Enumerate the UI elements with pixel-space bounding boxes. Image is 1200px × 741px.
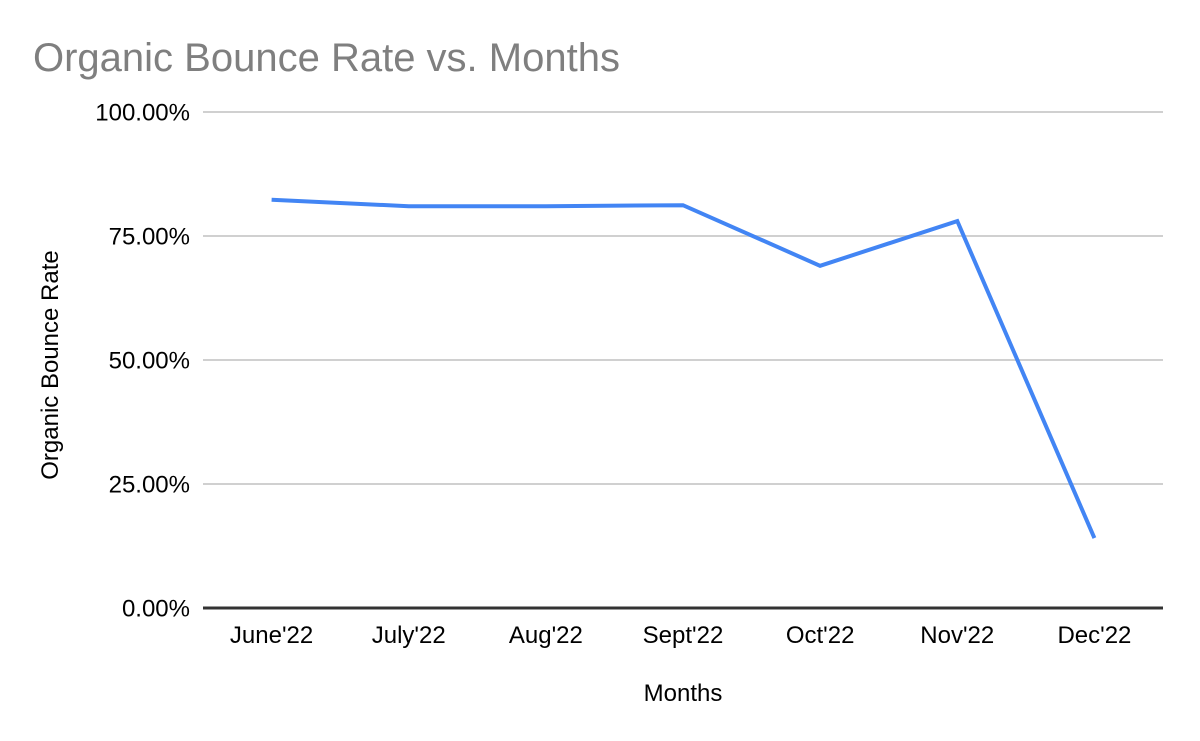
chart-title: Organic Bounce Rate vs. Months [33,36,620,80]
y-tick-label: 100.00% [95,100,190,127]
x-tick-label: June'22 [230,622,313,649]
x-tick-label: Aug'22 [509,622,583,649]
x-tick-label: Dec'22 [1057,622,1131,649]
x-tick-label: July'22 [372,622,446,649]
y-tick-label: 50.00% [109,348,190,375]
y-tick-label: 0.00% [122,596,190,623]
x-tick-label: Sept'22 [643,622,724,649]
x-axis-title: Months [644,680,723,707]
y-tick-label: 75.00% [109,224,190,251]
x-tick-label: Nov'22 [920,622,994,649]
series-line-organic-bounce-rate [271,197,1097,539]
y-tick-label: 25.00% [109,472,190,499]
x-tick-label: Oct'22 [786,622,855,649]
y-axis-title: Organic Bounce Rate [37,250,64,479]
